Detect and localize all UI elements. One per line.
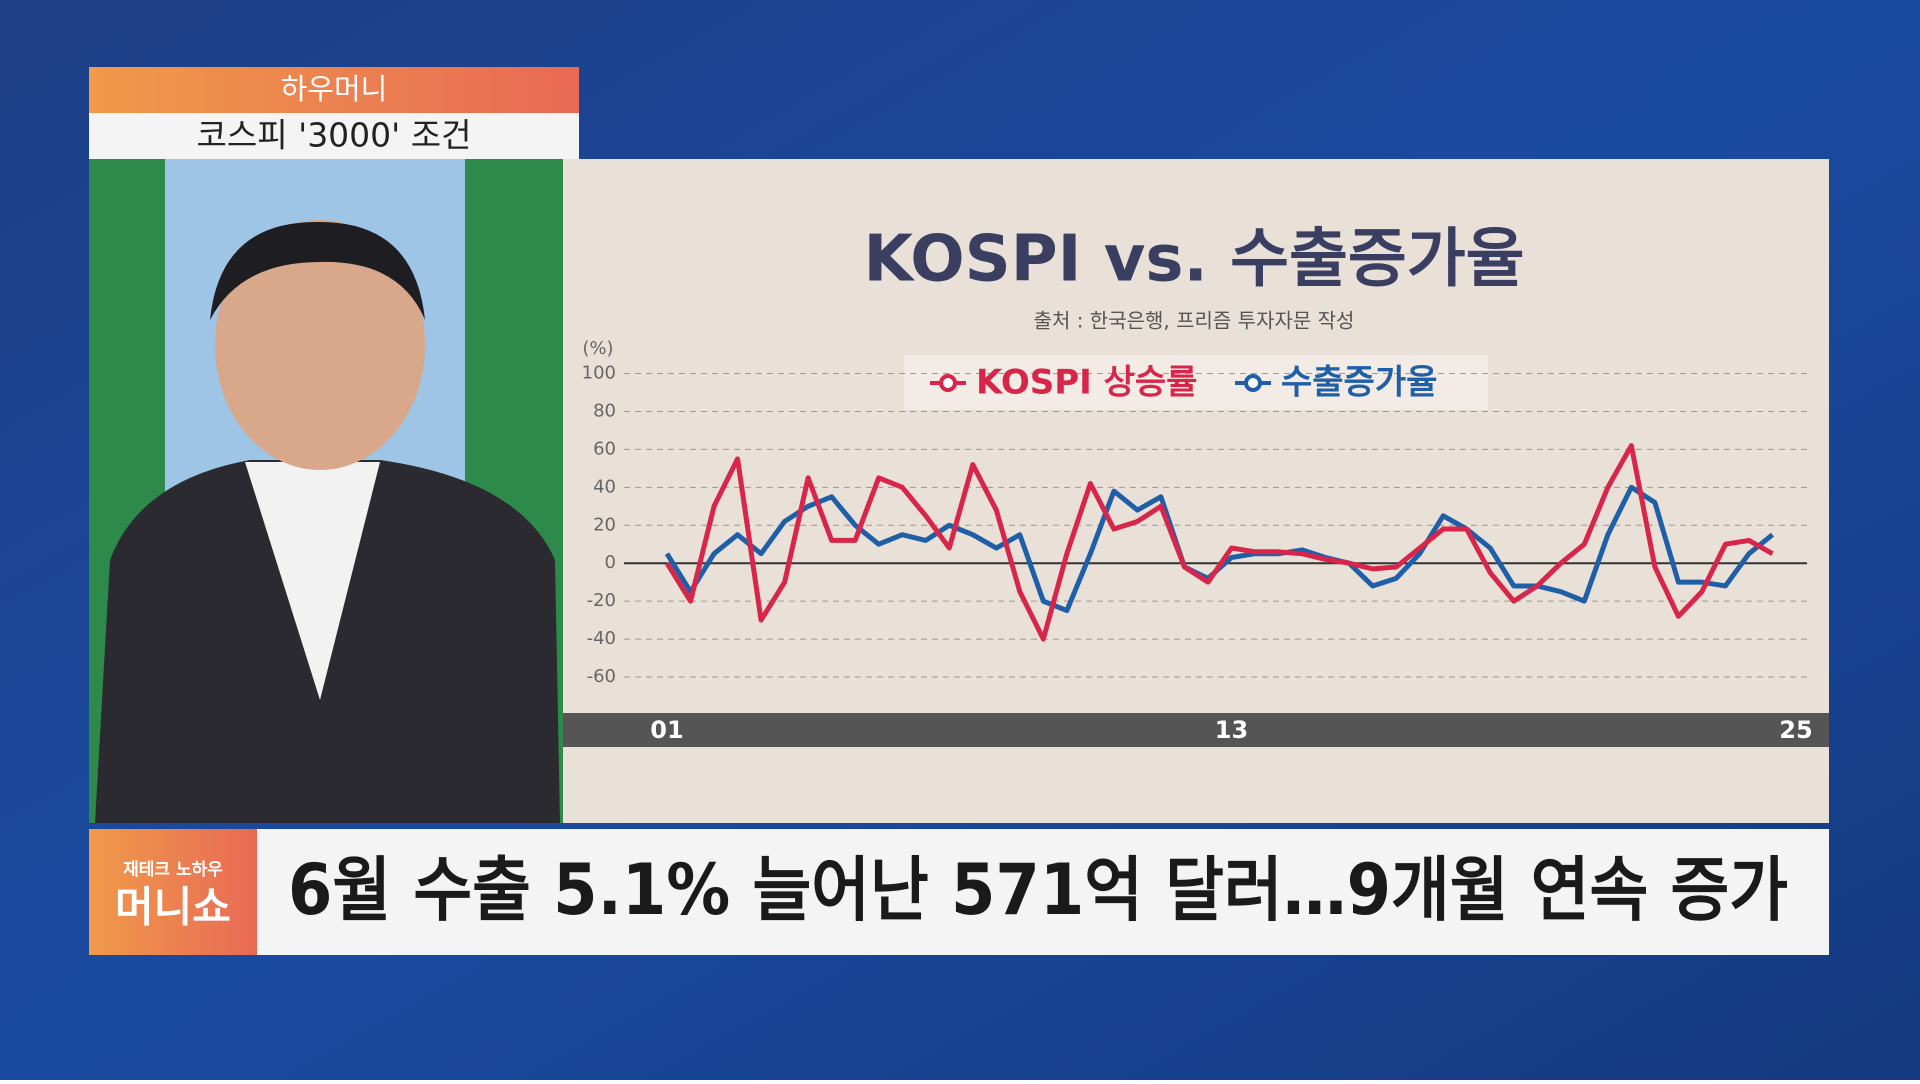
chart: KOSPI vs. 수출증가율 출처 : 한국은행, 프리즘 투자자문 작성 (… [563,159,1829,823]
shirt [245,462,380,700]
series-line [664,443,1774,642]
y-tick-label: 40 [593,476,616,497]
chart-title: KOSPI vs. 수출증가율 [863,223,1524,297]
caption-bar [89,829,1829,955]
topic-title: 코스피 '3000' 조건 [197,116,472,155]
legend-marker [1244,374,1262,392]
y-tick-label: 0 [605,552,616,573]
show-name: 머니쇼 [115,883,231,932]
x-tick-label: 25 [1779,716,1812,744]
legend-label: KOSPI 상승률 [976,363,1197,403]
legend-marker [939,374,957,392]
show-badge: 재테크 노하우 [123,860,223,880]
face [215,220,425,470]
show-logo [89,829,257,955]
x-axis-band [563,713,1829,747]
legend [904,355,1488,410]
segment-bar [89,67,579,113]
y-tick-label: 100 [582,363,616,384]
y-tick-label: 20 [593,514,616,535]
segment-title: 하우머니 [281,72,388,106]
y-tick-label: 60 [593,438,616,459]
x-tick-label: 13 [1215,716,1248,744]
y-tick-label: -40 [587,628,616,649]
y-tick-label: 80 [593,400,616,421]
y-tick-label: -60 [587,666,616,687]
y-unit: (%) [582,338,613,359]
headline: 6월 수출 5.1% 늘어난 571억 달러…9개월 연속 증가 [288,849,1788,931]
chart-panel [563,159,1829,823]
hair [210,221,425,320]
legend-label: 수출증가율 [1281,363,1437,403]
y-tick-label: -20 [587,590,616,611]
x-tick-label: 01 [650,716,683,744]
topic-bar [89,113,579,159]
chart-subtitle: 출처 : 한국은행, 프리즘 투자자문 작성 [1034,309,1355,333]
